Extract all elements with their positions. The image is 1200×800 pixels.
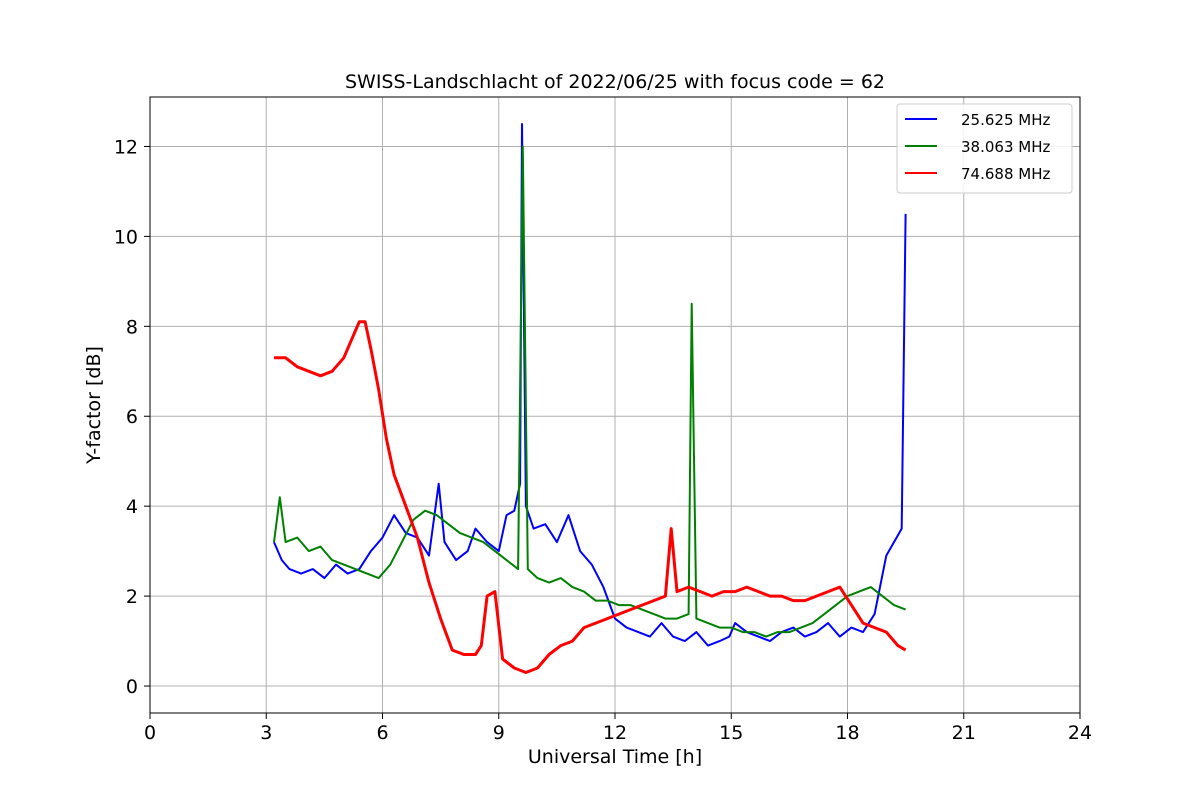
y-tick-label: 0 [126, 676, 138, 698]
y-tick-label: 12 [114, 136, 138, 158]
x-tick-label: 15 [719, 722, 743, 744]
x-tick-label: 6 [376, 722, 388, 744]
y-tick-label: 8 [126, 316, 138, 338]
x-tick-label: 18 [835, 722, 859, 744]
x-axis-title: Universal Time [h] [528, 746, 702, 768]
chart-title: SWISS-Landschlacht of 2022/06/25 with fo… [345, 71, 885, 93]
x-tick-label: 3 [260, 722, 272, 744]
legend-label: 25.625 MHz [961, 111, 1050, 129]
x-tick-label: 21 [952, 722, 976, 744]
series-line-1 [273, 123, 907, 647]
y-tick-label: 4 [126, 496, 138, 518]
legend-label: 74.688 MHz [961, 165, 1050, 183]
y-tick-label: 10 [114, 226, 138, 248]
y-tick-label: 2 [126, 586, 138, 608]
y-tick-label: 6 [126, 406, 138, 428]
legend-box [896, 103, 1073, 194]
legend: 25.625 MHz 38.063 MHz 74.688 MHz [896, 103, 1073, 194]
series-line-3 [274, 320, 907, 674]
series-line-2 [273, 145, 906, 638]
y-axis-title: Y-factor [dB] [83, 346, 105, 465]
x-tick-label: 24 [1068, 722, 1092, 744]
legend-label: 38.063 MHz [961, 138, 1050, 156]
x-tick-label: 0 [144, 722, 156, 744]
x-tick-label: 9 [493, 722, 505, 744]
series-layer [273, 123, 907, 674]
x-tick-label: 12 [603, 722, 627, 744]
